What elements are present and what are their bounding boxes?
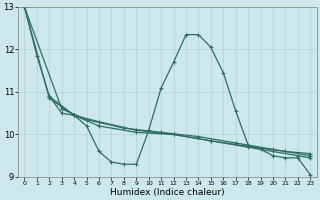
X-axis label: Humidex (Indice chaleur): Humidex (Indice chaleur): [110, 188, 225, 197]
